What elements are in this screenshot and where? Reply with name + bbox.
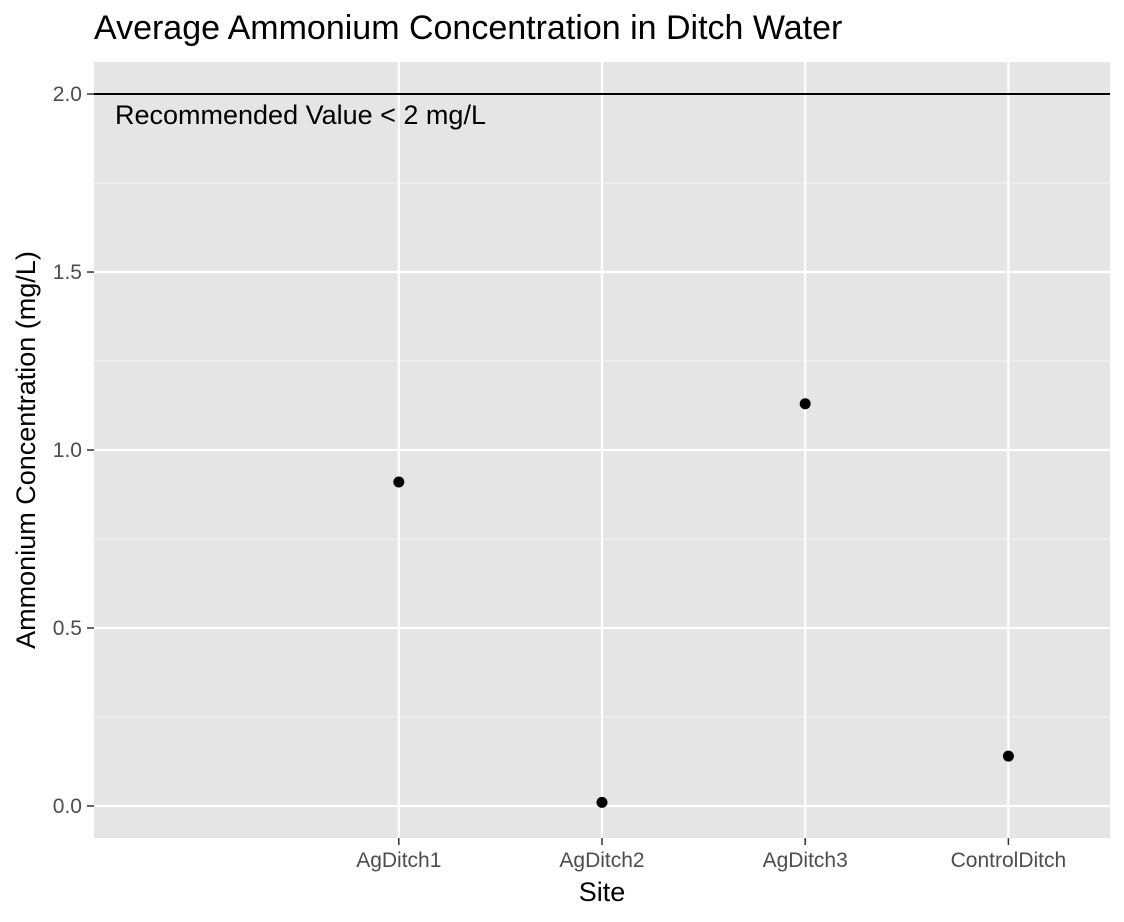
y-tick-label: 0.5 [53,617,82,640]
chart-title: Average Ammonium Concentration in Ditch … [94,9,842,47]
y-tick-label: 2.0 [53,83,82,106]
x-tick-label: AgDitch2 [559,849,644,872]
data-point-agditch3 [799,398,811,410]
data-point-agditch2 [596,796,608,808]
data-points [393,398,1014,808]
x-tick-label: ControlDitch [951,849,1067,872]
y-axis-title: Ammonium Concentration (mg/L) [11,251,41,649]
x-axis-ticks: AgDitch1 AgDitch2 AgDitch3 ControlDitch [356,838,1066,872]
y-axis-ticks: 0.0 0.5 1.0 1.5 2.0 [53,83,94,818]
y-tick-label: 1.5 [53,261,82,284]
x-tick-label: AgDitch3 [763,849,848,872]
x-tick-label: AgDitch1 [356,849,441,872]
x-axis-title: Site [579,877,626,907]
data-point-controlditch [1002,750,1014,762]
reference-line-group: Recommended Value < 2 mg/L [94,93,1110,130]
reference-line-label: Recommended Value < 2 mg/L [115,100,486,130]
y-tick-label: 0.0 [53,795,82,818]
y-tick-label: 1.0 [53,439,82,462]
data-point-agditch1 [393,476,405,488]
